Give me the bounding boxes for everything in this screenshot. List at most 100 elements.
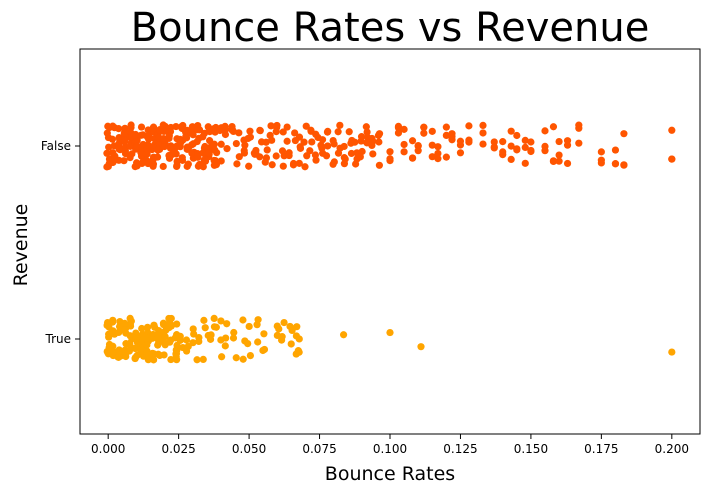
data-point (194, 150, 202, 158)
data-point (549, 157, 558, 166)
data-point (218, 353, 226, 361)
data-point (190, 330, 198, 338)
x-tick-label: 0.125 (443, 442, 477, 456)
data-point (417, 343, 425, 351)
data-point (229, 334, 238, 342)
data-point (428, 153, 436, 161)
data-point (244, 134, 252, 143)
data-point (291, 129, 299, 137)
data-point (295, 159, 303, 167)
data-point (142, 156, 151, 165)
data-point (306, 147, 314, 155)
data-point (345, 128, 353, 136)
data-point (362, 123, 370, 131)
data-point (400, 140, 408, 149)
y-axis-label: Revenue (10, 204, 32, 287)
data-point (109, 122, 117, 130)
data-point (199, 163, 207, 171)
data-point (201, 142, 209, 151)
data-point (137, 123, 146, 131)
data-point (434, 143, 442, 151)
data-point (262, 138, 270, 146)
data-point (465, 122, 473, 130)
data-point (369, 137, 377, 145)
data-point (293, 323, 301, 331)
data-point (109, 316, 117, 324)
data-point (143, 347, 151, 355)
data-point (165, 151, 173, 160)
data-point (121, 137, 129, 146)
data-point (394, 124, 403, 132)
data-point (597, 148, 605, 156)
data-point (160, 142, 169, 151)
data-point (120, 157, 128, 165)
data-point (110, 347, 118, 356)
data-point (126, 332, 134, 340)
data-point (330, 140, 338, 148)
data-point (235, 129, 243, 137)
data-point (312, 130, 320, 138)
data-point (329, 160, 337, 168)
data-point (221, 342, 229, 350)
data-point (287, 340, 295, 348)
data-point (555, 137, 563, 146)
data-point (283, 137, 291, 145)
data-point (351, 138, 359, 146)
data-point (521, 143, 529, 151)
data-point (448, 130, 456, 138)
data-point (144, 126, 152, 134)
data-point (182, 347, 191, 355)
data-point (420, 129, 428, 137)
data-point (182, 128, 190, 136)
data-point (160, 351, 168, 359)
data-point (428, 127, 436, 135)
data-point (277, 336, 286, 344)
data-point (260, 330, 268, 338)
data-point (375, 161, 383, 169)
data-point (108, 135, 117, 143)
data-point (268, 161, 276, 169)
data-point (182, 134, 191, 142)
data-point (246, 351, 255, 360)
data-point (275, 325, 283, 333)
data-point (103, 129, 111, 137)
x-tick-label: 0.050 (232, 442, 266, 456)
data-point (221, 122, 229, 130)
data-point (301, 163, 309, 171)
x-tick-label: 0.075 (302, 442, 336, 456)
data-point (159, 121, 167, 129)
data-point (479, 129, 487, 137)
data-point (120, 129, 128, 137)
data-point (668, 126, 676, 134)
data-point (179, 121, 187, 130)
data-point (279, 128, 287, 136)
data-point (148, 354, 156, 362)
data-point (126, 321, 134, 329)
data-point (434, 155, 442, 163)
data-point (394, 129, 403, 137)
x-tick-label: 0.025 (161, 442, 195, 456)
x-axis-label: Bounce Rates (325, 463, 455, 485)
data-point (563, 159, 572, 168)
data-point (442, 123, 450, 131)
data-point (323, 128, 332, 136)
data-point (115, 125, 123, 133)
data-point (193, 356, 201, 364)
data-point (357, 133, 366, 141)
data-point (189, 339, 197, 347)
data-point (668, 155, 676, 163)
data-point (210, 314, 218, 323)
data-point (189, 131, 197, 139)
data-point (223, 320, 231, 328)
data-point (340, 142, 348, 151)
data-point (159, 162, 167, 171)
data-point (210, 140, 218, 148)
data-point (254, 338, 262, 346)
data-point (108, 327, 117, 336)
data-point (103, 163, 111, 171)
data-point (420, 123, 428, 131)
data-point (268, 136, 276, 144)
data-point (386, 328, 394, 337)
data-point (386, 148, 394, 156)
chart-title: Bounce Rates vs Revenue (131, 5, 650, 51)
